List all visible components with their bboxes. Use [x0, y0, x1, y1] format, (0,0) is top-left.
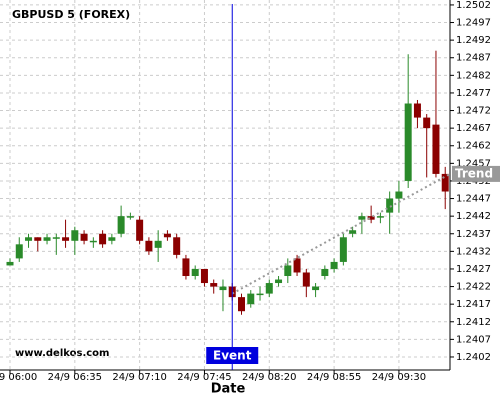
- candle-body: [358, 216, 366, 220]
- candle-body: [182, 258, 190, 277]
- y-tick-label: 1.2447: [456, 194, 491, 205]
- candle-body: [34, 237, 42, 241]
- x-tick-label: 24/9 06:00: [0, 372, 37, 383]
- candle-body: [136, 219, 144, 241]
- y-tick-label: 1.2502: [456, 0, 491, 11]
- candle-body: [145, 240, 153, 252]
- y-tick-label: 1.2432: [456, 246, 491, 257]
- y-tick-label: 1.2402: [456, 352, 491, 363]
- candle-body: [163, 233, 171, 238]
- candle-body: [413, 103, 421, 118]
- event-label: Event: [213, 349, 252, 363]
- candle-body: [302, 272, 310, 287]
- y-tick-label: 1.2487: [456, 53, 491, 64]
- candle-body: [6, 261, 14, 266]
- y-tick-label: 1.2457: [456, 158, 491, 169]
- y-tick-label: 1.2477: [456, 88, 491, 99]
- candle-body: [265, 283, 273, 294]
- x-tick-label: 24/9 08:20: [242, 372, 296, 383]
- candle-body: [386, 198, 394, 213]
- y-tick-label: 1.2492: [456, 35, 491, 46]
- candle-body: [25, 237, 33, 241]
- candle-body: [423, 117, 431, 129]
- candle-body: [89, 240, 97, 243]
- x-axis-label: Date: [211, 382, 246, 397]
- y-tick-label: 1.2437: [456, 229, 491, 240]
- watermark: www.delkos.com: [15, 348, 109, 359]
- candle-body: [117, 216, 125, 234]
- candle-body: [404, 103, 412, 181]
- candle-body: [210, 283, 218, 287]
- candle-body: [191, 268, 199, 277]
- y-tick-label: 1.2462: [456, 141, 491, 152]
- candle-body: [238, 297, 245, 312]
- candle-body: [71, 230, 79, 241]
- candle-body: [284, 265, 292, 277]
- candle-body: [173, 237, 181, 255]
- y-tick-label: 1.2427: [456, 264, 491, 275]
- candle-body: [275, 279, 283, 284]
- candle-body: [247, 293, 255, 305]
- candle-body: [108, 237, 116, 241]
- y-tick-label: 1.2412: [456, 317, 491, 328]
- trend-label-box: [452, 165, 500, 182]
- candle-body: [349, 230, 357, 234]
- y-tick-label: 1.2482: [456, 70, 491, 81]
- x-tick-label: 24/9 09:30: [372, 372, 426, 383]
- candle-body: [200, 268, 208, 284]
- chart-title: GBPUSD 5 (FOREX): [12, 8, 130, 21]
- candle-body: [376, 216, 384, 218]
- y-tick-label: 1.2472: [456, 106, 491, 117]
- x-tick-label: 24/9 08:55: [307, 372, 361, 383]
- y-tick-label: 1.2422: [456, 282, 491, 293]
- trend-label: Trend: [455, 166, 493, 180]
- y-tick-label: 1.2407: [456, 334, 491, 345]
- event-label-box: [206, 347, 259, 364]
- candle-body: [321, 268, 329, 277]
- candle-body: [256, 293, 264, 296]
- candle-body: [312, 286, 320, 291]
- y-tick-label: 1.2417: [456, 299, 491, 310]
- candle-body: [330, 261, 338, 269]
- candle-body: [441, 173, 449, 192]
- candle-body: [339, 237, 347, 262]
- candle-body: [154, 240, 162, 248]
- y-tick-label: 1.2497: [456, 18, 491, 29]
- candle-body: [80, 233, 88, 241]
- candle-body: [395, 191, 403, 199]
- candle-body: [52, 237, 60, 239]
- candle-body: [432, 124, 440, 174]
- y-tick-label: 1.2467: [456, 123, 491, 134]
- candle-body: [99, 233, 107, 245]
- x-tick-label: 24/9 06:35: [48, 372, 102, 383]
- x-tick-label: 24/9 07:45: [177, 372, 231, 383]
- candle-body: [219, 286, 227, 291]
- candle-body: [126, 216, 134, 218]
- candle-body: [293, 258, 301, 273]
- candle-body: [62, 237, 70, 241]
- trend-line: [231, 173, 451, 295]
- y-tick-label: 1.2442: [456, 211, 491, 222]
- candle-body: [15, 244, 23, 259]
- candle-body: [367, 216, 375, 220]
- candle-body: [43, 237, 51, 241]
- x-tick-label: 24/9 07:10: [112, 372, 166, 383]
